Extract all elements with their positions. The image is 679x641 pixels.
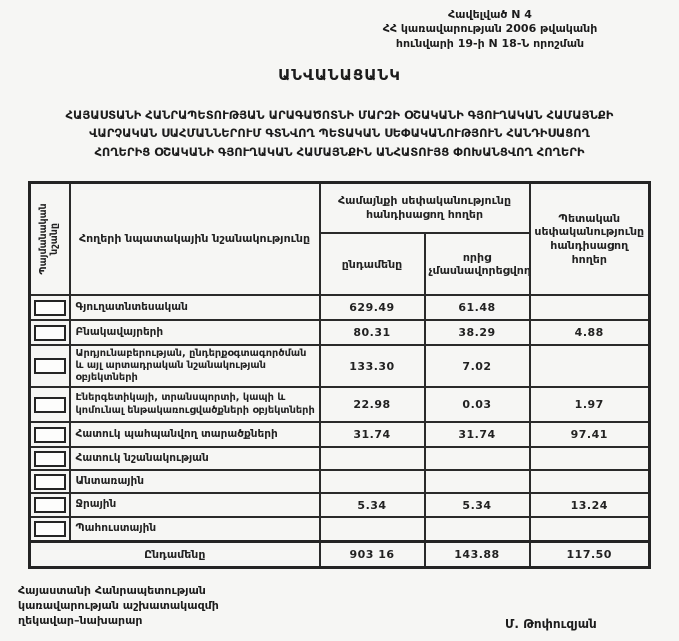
symbol-cell bbox=[28, 516, 71, 542]
column-header-symbol: Պայմանական նշանը bbox=[28, 181, 71, 296]
appendix-note: Հավելված N 4 ՀՀ կառավարության 2006 թվակա… bbox=[300, 8, 679, 51]
symbol-cell bbox=[28, 421, 71, 448]
subtitle-line: ՀՈՂԵՐԻՑ ՕՇԱԿԱՆԻ ԳՅՈՒՂԱԿԱՆ ՀԱՄԱՅՆՔԻՆ ԱՆՀԱ… bbox=[94, 144, 585, 159]
symbol-cell bbox=[28, 386, 71, 423]
value-non-privatizable: 31.74 bbox=[423, 421, 531, 448]
table-row: Ջրային 5.34 5.34 13.24 bbox=[28, 492, 651, 518]
subtitle-line: ՎԱՐՉԱԿԱՆ ՍԱՀՄԱՆՆԵՐՈՒՄ ԳՏՆՎՈՂ ՊԵՏԱԿԱՆ ՍԵՓ… bbox=[89, 126, 590, 141]
value-community-total bbox=[318, 469, 426, 494]
document-subtitle: ՀԱՅԱՍՏԱՆԻ ՀԱՆՐԱՊԵՏՈՒԹՅԱՆ ԱՐԱԳԱԾՈՏՆԻ ՄԱՐԶ… bbox=[8, 106, 671, 161]
land-category-label: Բնակավայրերի bbox=[68, 319, 321, 346]
signatory-title-line: կառավարության աշխատակազմի bbox=[18, 598, 219, 612]
legend-box bbox=[34, 299, 66, 316]
column-header-symbol-label: Պայմանական նշանը bbox=[37, 203, 60, 275]
legend-box bbox=[34, 473, 66, 490]
land-category-label: Հատուկ նշանակության bbox=[68, 446, 321, 471]
value-community-total: 31.74 bbox=[318, 421, 426, 448]
symbol-cell bbox=[28, 469, 71, 494]
symbol-cell bbox=[28, 344, 71, 388]
value-community-total bbox=[318, 516, 426, 542]
column-header-state-lands: Պետական սեփականությունը հանդիսացող հողեր bbox=[528, 181, 651, 296]
table-row: Գյուղատնտեսական 629.49 61.48 bbox=[28, 294, 651, 321]
legend-box bbox=[34, 426, 66, 443]
value-state bbox=[528, 294, 651, 321]
land-transfer-table: Պայմանական նշանը Հողերի նպատակային նշանա… bbox=[28, 181, 651, 569]
legend-box bbox=[34, 450, 66, 467]
value-non-privatizable: 7.02 bbox=[423, 344, 531, 388]
signatory-title-line: ղեկավար–նախարար bbox=[18, 613, 143, 627]
page-title: ԱՆՎԱՆԱՑԱՆԿ bbox=[278, 66, 401, 84]
value-non-privatizable: 5.34 bbox=[423, 492, 531, 518]
table-row: Էներգետիկայի, տրանսպորտի, կապի և կոմունա… bbox=[28, 386, 651, 423]
symbol-cell bbox=[28, 294, 71, 321]
table-total-row: Ընդամենը 903 16 143.88 117.50 bbox=[28, 539, 651, 569]
column-header-designation: Հողերի նպատակային նշանակությունը bbox=[68, 181, 321, 296]
table-row: Պահուստային bbox=[28, 516, 651, 542]
land-category-label: Էներգետիկայի, տրանսպորտի, կապի և կոմունա… bbox=[68, 386, 321, 423]
legend-box bbox=[34, 396, 66, 413]
subtitle-line: ՀԱՅԱՍՏԱՆԻ ՀԱՆՐԱՊԵՏՈՒԹՅԱՆ ԱՐԱԳԱԾՈՏՆԻ ՄԱՐԶ… bbox=[65, 108, 614, 122]
signatory-title-block: Հայաստանի Հանրապետության կառավարության ա… bbox=[18, 584, 219, 629]
total-non-privatizable: 143.88 bbox=[423, 539, 531, 569]
value-community-total: 629.49 bbox=[318, 294, 426, 321]
column-header-community-group: Համայնքի սեփականությունը հանդիսացող հողե… bbox=[318, 181, 531, 234]
value-community-total: 133.30 bbox=[318, 344, 426, 388]
table-row: Բնակավայրերի 80.31 38.29 4.88 bbox=[28, 319, 651, 346]
value-state bbox=[528, 516, 651, 542]
legend-box bbox=[34, 497, 66, 513]
total-state: 117.50 bbox=[528, 539, 651, 569]
land-category-label: Հատուկ պահպանվող տարածքների bbox=[68, 421, 321, 448]
value-non-privatizable: 38.29 bbox=[423, 319, 531, 346]
table-header-row-1: Պայմանական նշանը Հողերի նպատակային նշանա… bbox=[28, 181, 651, 296]
value-community-total: 80.31 bbox=[318, 319, 426, 346]
table-header-row-2: ընդամենը որից չմասնավորեցվող bbox=[30, 232, 650, 296]
value-state: 4.88 bbox=[528, 319, 651, 346]
appendix-note-line: Հավելված N 4 bbox=[448, 8, 532, 21]
value-non-privatizable: 61.48 bbox=[423, 294, 531, 321]
land-category-label: Արդյունաբերության, ընդերքօգտագործման և ա… bbox=[68, 344, 321, 388]
signatory-name: Մ. Թոփուզյան bbox=[505, 617, 597, 631]
value-community-total: 5.34 bbox=[318, 492, 426, 518]
value-non-privatizable bbox=[423, 446, 531, 471]
value-non-privatizable: 0.03 bbox=[423, 386, 531, 423]
value-non-privatizable bbox=[423, 516, 531, 542]
value-state: 13.24 bbox=[528, 492, 651, 518]
land-category-label: Գյուղատնտեսական bbox=[68, 294, 321, 321]
legend-box bbox=[34, 358, 66, 374]
column-header-total: ընդամենը bbox=[318, 232, 426, 296]
table-row: Անտառային bbox=[28, 469, 651, 494]
value-state bbox=[528, 344, 651, 388]
signatory-title-line: Հայաստանի Հանրապետության bbox=[18, 584, 206, 597]
symbol-cell bbox=[28, 319, 71, 346]
value-community-total: 22.98 bbox=[318, 386, 426, 423]
total-row-label: Ընդամենը bbox=[28, 539, 321, 569]
legend-box bbox=[34, 324, 66, 341]
land-category-label: Անտառային bbox=[68, 469, 321, 494]
value-community-total bbox=[318, 446, 426, 471]
total-community: 903 16 bbox=[318, 539, 426, 569]
land-category-label: Պահուստային bbox=[68, 516, 321, 542]
value-state bbox=[528, 446, 651, 471]
table-row: Հատուկ պահպանվող տարածքների 31.74 31.74 … bbox=[28, 421, 651, 448]
appendix-note-line: հունվարի 19-ի N 18-Ն որոշման bbox=[395, 36, 585, 50]
value-state bbox=[528, 469, 651, 494]
value-non-privatizable bbox=[423, 469, 531, 494]
table-row: Հատուկ նշանակության bbox=[28, 446, 651, 471]
land-category-label: Ջրային bbox=[68, 492, 321, 518]
appendix-note-line: ՀՀ կառավարության 2006 թվականի bbox=[382, 22, 598, 36]
table-row: Արդյունաբերության, ընդերքօգտագործման և ա… bbox=[28, 344, 651, 388]
value-state: 97.41 bbox=[528, 421, 651, 448]
symbol-cell bbox=[28, 492, 71, 518]
column-header-non-privatizable: որից չմասնավորեցվող bbox=[423, 232, 531, 296]
symbol-cell bbox=[28, 446, 71, 471]
value-state: 1.97 bbox=[528, 386, 651, 423]
legend-box bbox=[34, 520, 66, 537]
